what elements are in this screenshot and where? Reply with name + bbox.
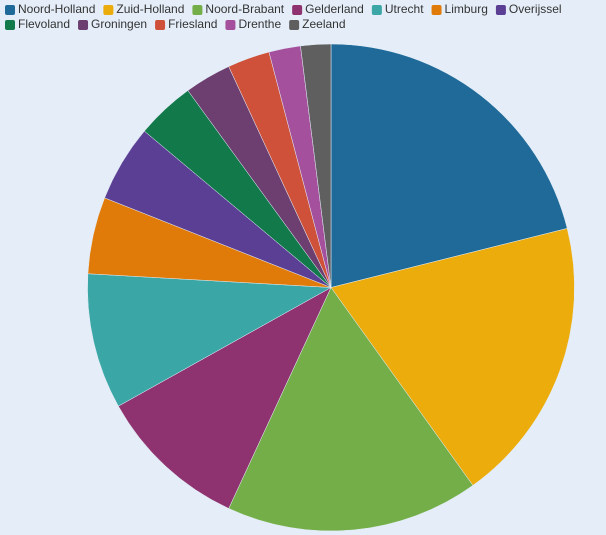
legend-swatch [495, 5, 506, 15]
legend-swatch [371, 5, 382, 15]
legend-label: Overijssel [509, 2, 562, 16]
legend-item: Noord-Brabant [192, 2, 285, 16]
legend-swatch [225, 20, 236, 30]
legend-label: Zeeland [302, 17, 345, 31]
legend: Noord-Holland Zuid-Holland Noord-Brabant Ge… [5, 2, 562, 31]
legend-item: Overijssel [495, 2, 562, 16]
pie-slice [228, 287, 474, 532]
legend-swatch [155, 20, 166, 30]
legend-item: Limburg [431, 2, 488, 16]
legend-label: Friesland [168, 17, 217, 31]
legend-swatch [289, 20, 300, 30]
legend-swatch [292, 5, 303, 15]
legend-item: Gelderland [292, 2, 364, 16]
pie-slice [330, 43, 568, 288]
legend-swatch [5, 5, 15, 15]
legend-item: Friesland [155, 17, 217, 31]
legend-label: Flevoland [18, 17, 70, 31]
legend-swatch [5, 20, 15, 30]
legend-item: Noord-Holland [5, 2, 95, 16]
pie-slice [87, 273, 332, 407]
pie-slice [300, 43, 332, 288]
legend-label: Utrecht [385, 2, 424, 16]
legend-label: Gelderland [305, 2, 364, 16]
pie-slice [118, 286, 332, 509]
legend-item: Flevoland [5, 17, 70, 31]
legend-label: Zuid-Holland [116, 2, 184, 16]
legend-item: Groningen [78, 17, 147, 31]
legend-swatch [192, 5, 203, 15]
legend-label: Groningen [91, 17, 147, 31]
legend-label: Drenthe [238, 17, 281, 31]
legend-item: Drenthe [225, 17, 281, 31]
legend-label: Noord-Holland [18, 2, 95, 16]
legend-label: Noord-Brabant [205, 2, 284, 16]
legend-item: Utrecht [371, 2, 424, 16]
legend-swatch [78, 20, 89, 30]
legend-swatch [431, 5, 442, 15]
legend-item: Zeeland [289, 17, 346, 31]
pie-slice [330, 228, 575, 486]
legend-item: Zuid-Holland [103, 2, 184, 16]
legend-label: Limburg [445, 2, 488, 16]
legend-swatch [103, 5, 114, 15]
